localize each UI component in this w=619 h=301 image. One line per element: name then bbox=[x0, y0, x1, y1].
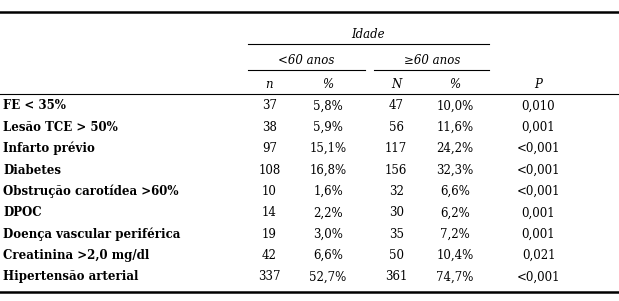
Text: DPOC: DPOC bbox=[3, 206, 41, 219]
Text: 0,021: 0,021 bbox=[522, 249, 555, 262]
Text: <0,001: <0,001 bbox=[517, 142, 560, 155]
Text: 2,2%: 2,2% bbox=[313, 206, 343, 219]
Text: 5,8%: 5,8% bbox=[313, 99, 343, 113]
Text: 56: 56 bbox=[389, 121, 404, 134]
Text: 16,8%: 16,8% bbox=[310, 163, 347, 177]
Text: 7,2%: 7,2% bbox=[440, 228, 470, 241]
Text: 117: 117 bbox=[385, 142, 407, 155]
Text: 6,6%: 6,6% bbox=[313, 249, 343, 262]
Text: 337: 337 bbox=[258, 270, 280, 284]
Text: 50: 50 bbox=[389, 249, 404, 262]
Text: N: N bbox=[391, 78, 401, 91]
Text: 3,0%: 3,0% bbox=[313, 228, 343, 241]
Text: 32: 32 bbox=[389, 185, 404, 198]
Text: Infarto prévio: Infarto prévio bbox=[3, 142, 95, 155]
Text: Doença vascular periférica: Doença vascular periférica bbox=[3, 228, 181, 241]
Text: 30: 30 bbox=[389, 206, 404, 219]
Text: 32,3%: 32,3% bbox=[436, 163, 474, 177]
Text: 1,6%: 1,6% bbox=[313, 185, 343, 198]
Text: 14: 14 bbox=[262, 206, 277, 219]
Text: 10,0%: 10,0% bbox=[436, 99, 474, 113]
Text: ≥60 anos: ≥60 anos bbox=[404, 54, 460, 67]
Text: %: % bbox=[449, 78, 461, 91]
Text: 156: 156 bbox=[385, 163, 407, 177]
Text: Idade: Idade bbox=[352, 28, 385, 41]
Text: FE < 35%: FE < 35% bbox=[3, 99, 66, 113]
Text: 19: 19 bbox=[262, 228, 277, 241]
Text: n: n bbox=[266, 78, 273, 91]
Text: 15,1%: 15,1% bbox=[310, 142, 347, 155]
Text: 97: 97 bbox=[262, 142, 277, 155]
Text: 0,001: 0,001 bbox=[522, 228, 555, 241]
Text: 5,9%: 5,9% bbox=[313, 121, 343, 134]
Text: 24,2%: 24,2% bbox=[436, 142, 474, 155]
Text: 52,7%: 52,7% bbox=[310, 270, 347, 284]
Text: 74,7%: 74,7% bbox=[436, 270, 474, 284]
Text: 35: 35 bbox=[389, 228, 404, 241]
Text: 37: 37 bbox=[262, 99, 277, 113]
Text: <0,001: <0,001 bbox=[517, 185, 560, 198]
Text: 361: 361 bbox=[385, 270, 407, 284]
Text: 11,6%: 11,6% bbox=[436, 121, 474, 134]
Text: 6,2%: 6,2% bbox=[440, 206, 470, 219]
Text: Obstrução carotídea >60%: Obstrução carotídea >60% bbox=[3, 185, 179, 198]
Text: Lesão TCE > 50%: Lesão TCE > 50% bbox=[3, 121, 118, 134]
Text: 0,001: 0,001 bbox=[522, 121, 555, 134]
Text: 6,6%: 6,6% bbox=[440, 185, 470, 198]
Text: Hipertensão arterial: Hipertensão arterial bbox=[3, 270, 139, 284]
Text: <0,001: <0,001 bbox=[517, 270, 560, 284]
Text: %: % bbox=[322, 78, 334, 91]
Text: 10,4%: 10,4% bbox=[436, 249, 474, 262]
Text: <0,001: <0,001 bbox=[517, 163, 560, 177]
Text: Diabetes: Diabetes bbox=[3, 163, 61, 177]
Text: 42: 42 bbox=[262, 249, 277, 262]
Text: Creatinina >2,0 mg/dl: Creatinina >2,0 mg/dl bbox=[3, 249, 149, 262]
Text: <60 anos: <60 anos bbox=[278, 54, 335, 67]
Text: 38: 38 bbox=[262, 121, 277, 134]
Text: 108: 108 bbox=[258, 163, 280, 177]
Text: 10: 10 bbox=[262, 185, 277, 198]
Text: 0,001: 0,001 bbox=[522, 206, 555, 219]
Text: 0,010: 0,010 bbox=[522, 99, 555, 113]
Text: P: P bbox=[535, 78, 542, 91]
Text: 47: 47 bbox=[389, 99, 404, 113]
